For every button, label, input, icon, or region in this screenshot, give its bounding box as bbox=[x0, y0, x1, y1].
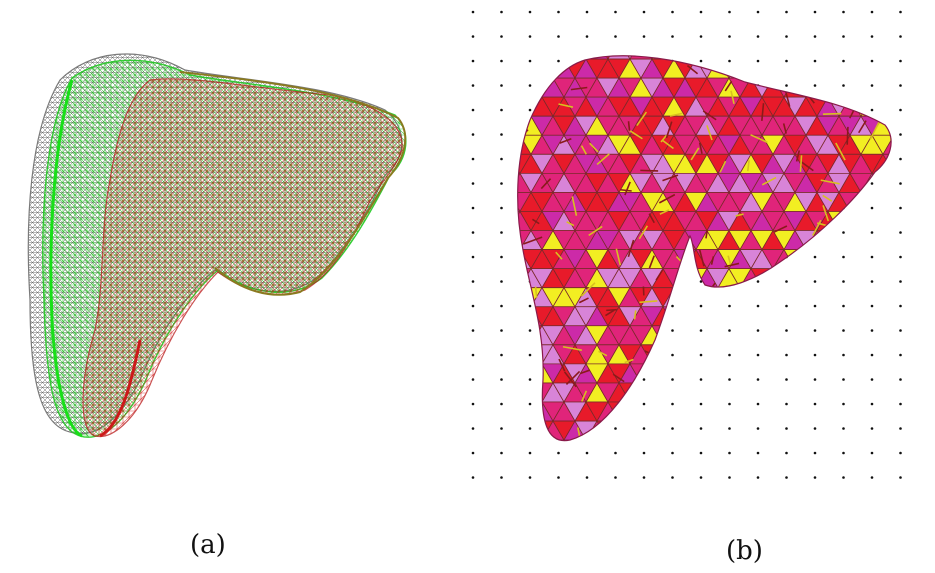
panel-a-caption: (a) bbox=[190, 530, 226, 560]
panel-a: (a) bbox=[27, 53, 407, 560]
olive-outline bbox=[179, 71, 407, 296]
red-edge-highlight bbox=[99, 339, 142, 438]
green-edge-highlight bbox=[49, 79, 83, 438]
red-mesh-layer bbox=[82, 78, 403, 438]
panel-b-caption: (b) bbox=[726, 536, 763, 566]
tetra-cells bbox=[517, 55, 892, 441]
liver-outline bbox=[517, 55, 892, 442]
liver-surface-mesh-image bbox=[27, 53, 407, 438]
liver-tetrahedral-mesh-image bbox=[471, 10, 902, 479]
panel-b: (b) bbox=[465, 0, 935, 573]
